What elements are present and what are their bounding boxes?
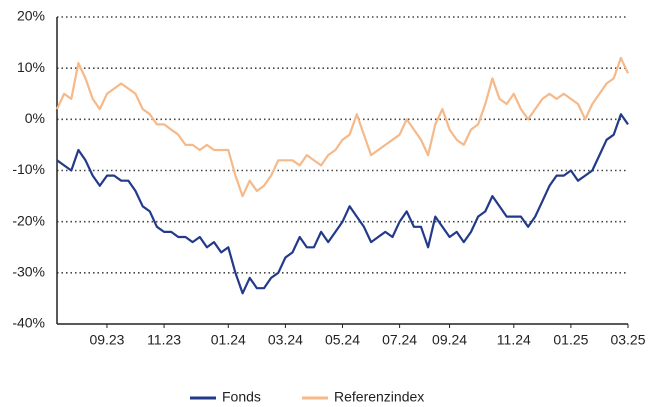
- x-tick-label: 11.23: [147, 332, 181, 348]
- data-line: [56, 56, 629, 198]
- y-tick-label: 20%: [17, 8, 45, 24]
- x-tick-label: 05.24: [325, 332, 360, 348]
- y-tick-label: 0%: [25, 110, 45, 126]
- y-tick-label: -10%: [12, 161, 45, 177]
- x-tick-label: 07.24: [382, 332, 417, 348]
- x-tick-label: 11.24: [497, 332, 531, 348]
- y-tick-label: -30%: [12, 264, 45, 280]
- x-tick-label: 03.25: [610, 332, 645, 348]
- legend-label: Fonds: [222, 389, 261, 405]
- x-tick-label: 01.24: [211, 332, 246, 348]
- x-tick-label: 03.24: [268, 332, 303, 348]
- y-tick-label: -20%: [12, 212, 45, 228]
- data-line: [56, 113, 629, 295]
- x-tick-label: 09.24: [432, 332, 467, 348]
- y-tick-label: -40%: [12, 315, 45, 331]
- legend-label: Referenzindex: [334, 389, 424, 405]
- x-tick-label: 01.25: [553, 332, 588, 348]
- x-tick-label: 09.23: [89, 332, 124, 348]
- y-tick-label: 10%: [17, 59, 45, 75]
